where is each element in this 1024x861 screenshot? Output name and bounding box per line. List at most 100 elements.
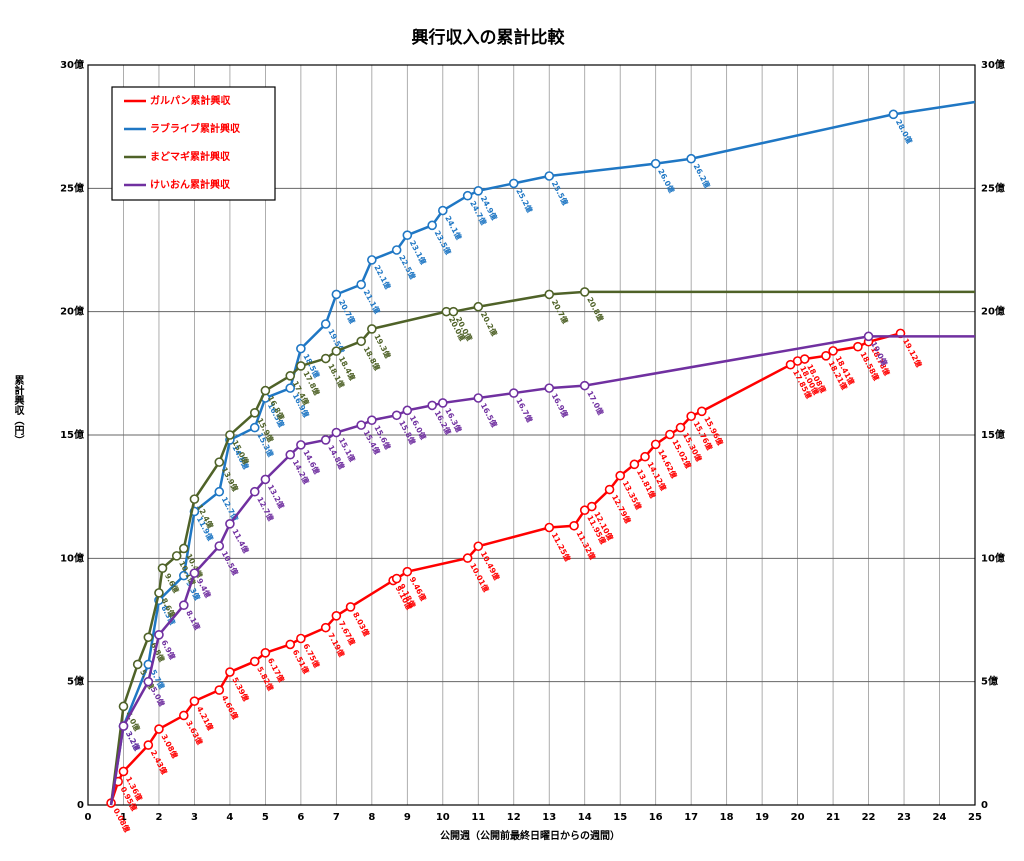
legend-box: [111, 86, 276, 201]
y2-tick-label: 0: [981, 800, 988, 811]
data-point: [285, 370, 296, 381]
data-point: [154, 629, 164, 640]
y2-tick-label: 20億: [981, 305, 1005, 318]
data-point: [828, 346, 838, 356]
y-tick-label: 20億: [60, 305, 84, 318]
data-point: [402, 566, 413, 577]
data-point: [473, 541, 484, 552]
y-tick-label: 25億: [60, 181, 84, 194]
x-axis-title: 公開週（公開前最終日曜日からの週間）: [440, 829, 620, 842]
data-point: [320, 319, 331, 329]
legend-label: まどマギ累計興収: [150, 150, 231, 163]
data-point: [391, 245, 402, 255]
data-point: [427, 400, 437, 411]
value-label: 0.08億: [112, 806, 133, 834]
data-point: [285, 383, 296, 393]
data-point: [427, 220, 437, 231]
data-point: [579, 287, 590, 297]
data-point: [331, 427, 342, 438]
data-point: [853, 341, 863, 352]
value-label: 17.0億: [585, 389, 606, 417]
series-line: [109, 100, 976, 806]
y2-tick-label: 10億: [981, 551, 1005, 564]
data-point: [118, 701, 129, 712]
data-point: [402, 230, 413, 240]
data-point: [249, 486, 260, 497]
data-point: [356, 336, 366, 347]
data-point: [402, 405, 413, 416]
data-point: [544, 171, 555, 181]
value-label: 3.08億: [159, 732, 180, 760]
data-point: [356, 279, 366, 290]
data-point: [508, 178, 519, 189]
data-point: [615, 470, 626, 481]
data-point: [214, 486, 225, 497]
value-label: 23.1億: [408, 238, 429, 266]
data-point: [249, 422, 260, 433]
data-point: [437, 398, 448, 408]
x-tick-label: 14: [578, 812, 592, 823]
value-label: 25.2億: [514, 187, 535, 215]
data-point: [296, 361, 306, 371]
data-point: [143, 676, 154, 687]
data-point: [508, 388, 519, 398]
x-tick-label: 18: [720, 812, 734, 823]
data-point: [650, 439, 661, 450]
data-point: [296, 633, 306, 644]
data-point: [143, 740, 154, 750]
value-label: 2.43億: [149, 748, 170, 776]
data-point: [448, 306, 459, 317]
x-tick-label: 13: [542, 812, 556, 823]
chart-title: 興行収入の累計比較: [412, 27, 566, 48]
y-tick-label: 30億: [60, 58, 84, 71]
data-point: [214, 541, 225, 551]
value-label: 16.9億: [550, 391, 571, 419]
x-tick-label: 9: [404, 812, 411, 823]
value-label: 9.6億: [163, 571, 182, 594]
x-tick-label: 21: [826, 812, 840, 823]
data-point: [331, 289, 342, 300]
x-tick-label: 2: [155, 812, 162, 823]
x-tick-label: 23: [897, 812, 911, 823]
y-axis-title: 累計興収（円）: [12, 375, 25, 445]
y-tick-label: 10億: [60, 551, 84, 564]
y2-tick-label: 15億: [981, 428, 1005, 441]
x-tick-label: 10: [436, 812, 450, 823]
x-tick-label: 4: [226, 812, 233, 823]
value-label: 16.7億: [514, 396, 535, 424]
data-point: [260, 474, 271, 485]
data-point: [686, 411, 696, 422]
y2-tick-label: 30億: [981, 58, 1005, 71]
x-tick-label: 11: [471, 812, 485, 823]
data-point: [118, 766, 129, 777]
x-tick-label: 1: [120, 812, 127, 823]
value-label: 22.1億: [372, 263, 393, 291]
data-point: [462, 553, 473, 563]
value-label: 20.8億: [585, 295, 606, 323]
value-label: 8.03億: [351, 610, 372, 638]
x-tick-label: 17: [684, 812, 698, 823]
data-point: [888, 109, 899, 120]
data-point: [178, 710, 189, 721]
data-point: [171, 551, 182, 561]
data-point: [697, 406, 707, 417]
x-tick-label: 3: [191, 812, 198, 823]
value-label: 3.2億: [124, 729, 143, 752]
data-point: [629, 459, 640, 470]
data-point: [544, 383, 555, 393]
value-label: 5.39億: [230, 675, 251, 703]
value-label: 12.4億: [195, 502, 216, 530]
data-point: [249, 407, 260, 418]
data-point: [214, 457, 225, 467]
data-point: [143, 632, 154, 643]
value-label: 12.7億: [220, 495, 241, 523]
y-tick-label: 5億: [67, 675, 84, 688]
x-tick-label: 25: [968, 812, 982, 823]
data-point: [320, 435, 331, 445]
data-point: [189, 696, 200, 706]
data-point: [391, 410, 402, 421]
data-point: [189, 568, 200, 578]
data-point: [260, 385, 271, 396]
data-point: [285, 449, 296, 460]
